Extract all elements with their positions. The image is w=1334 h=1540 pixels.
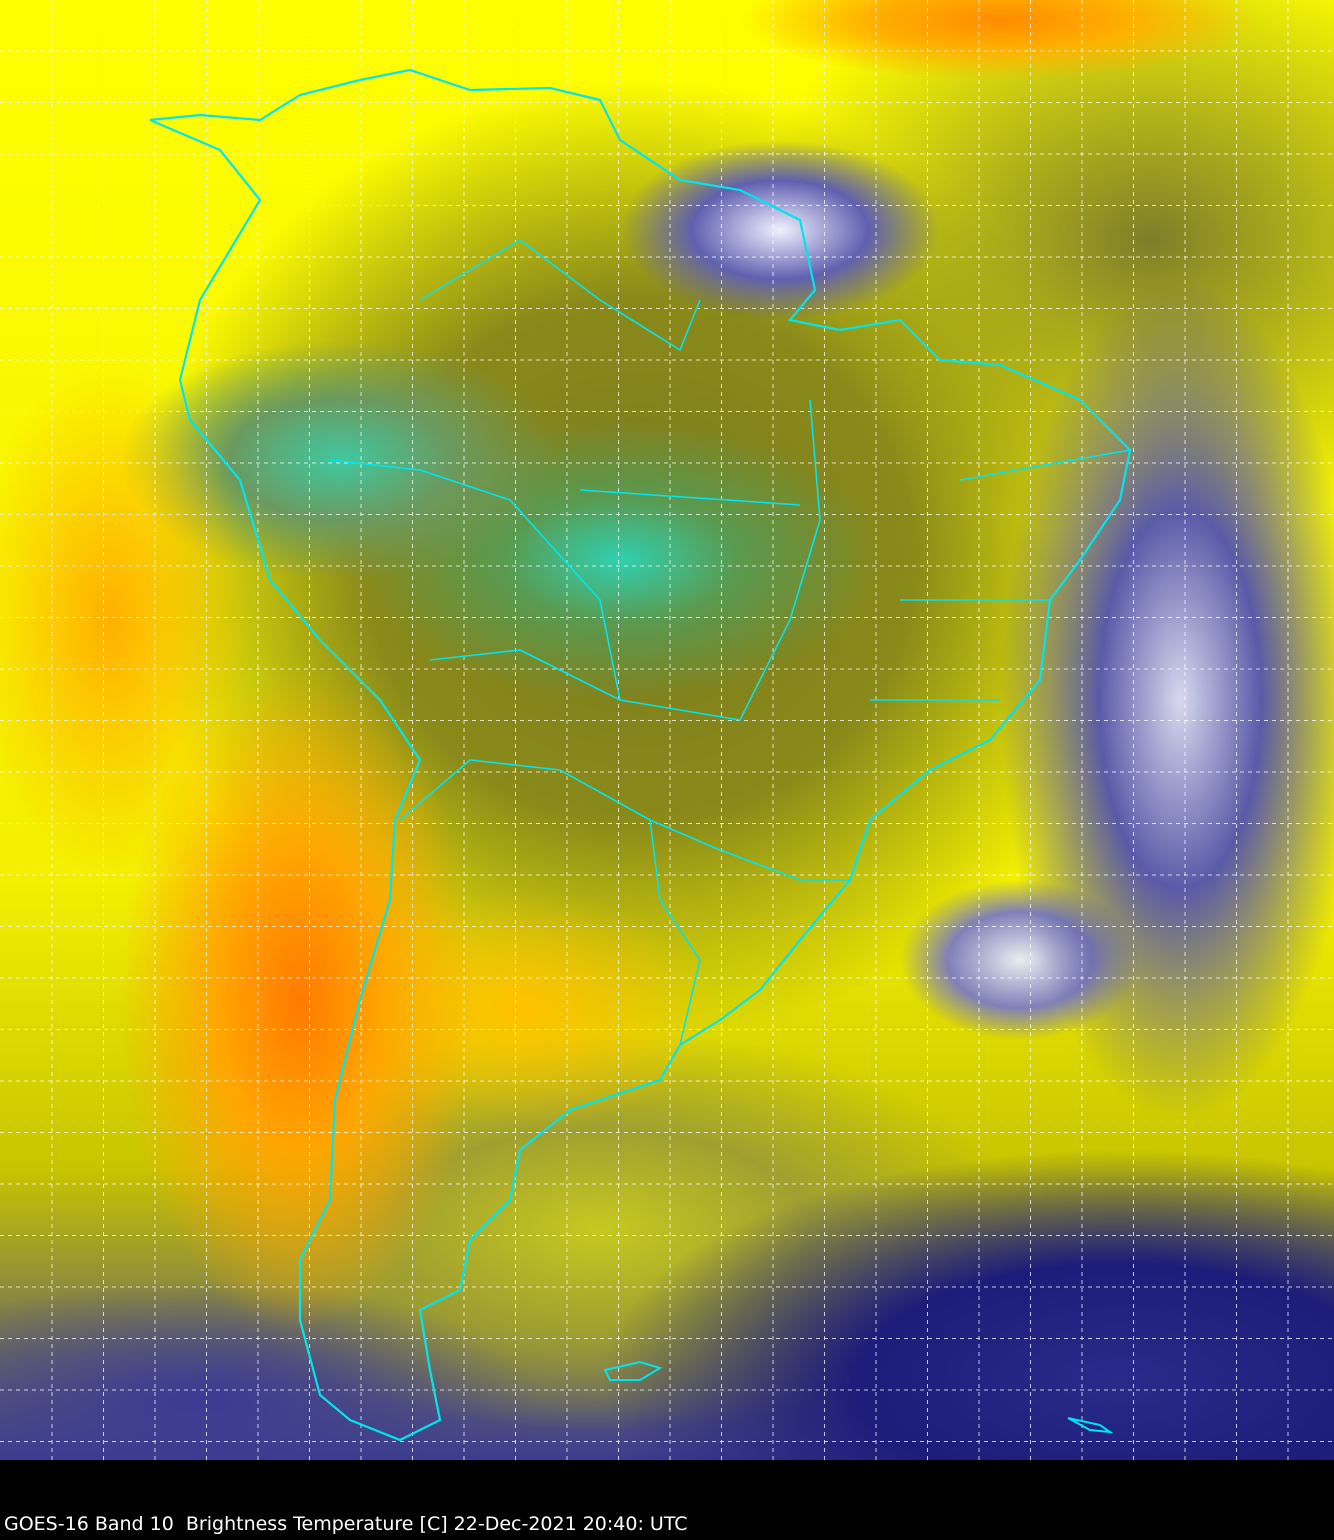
image-caption: GOES-16 Band 10 Brightness Temperature [… bbox=[4, 1513, 688, 1535]
falkland-islands bbox=[603, 1360, 663, 1381]
south-america-outline bbox=[149, 68, 1132, 1442]
lat-lon-grid bbox=[0, 0, 1334, 1460]
south-georgia bbox=[1067, 1417, 1114, 1434]
internal-borders bbox=[329, 239, 1131, 1046]
satellite-image bbox=[0, 0, 1334, 1460]
country-boundaries bbox=[149, 68, 1132, 1442]
